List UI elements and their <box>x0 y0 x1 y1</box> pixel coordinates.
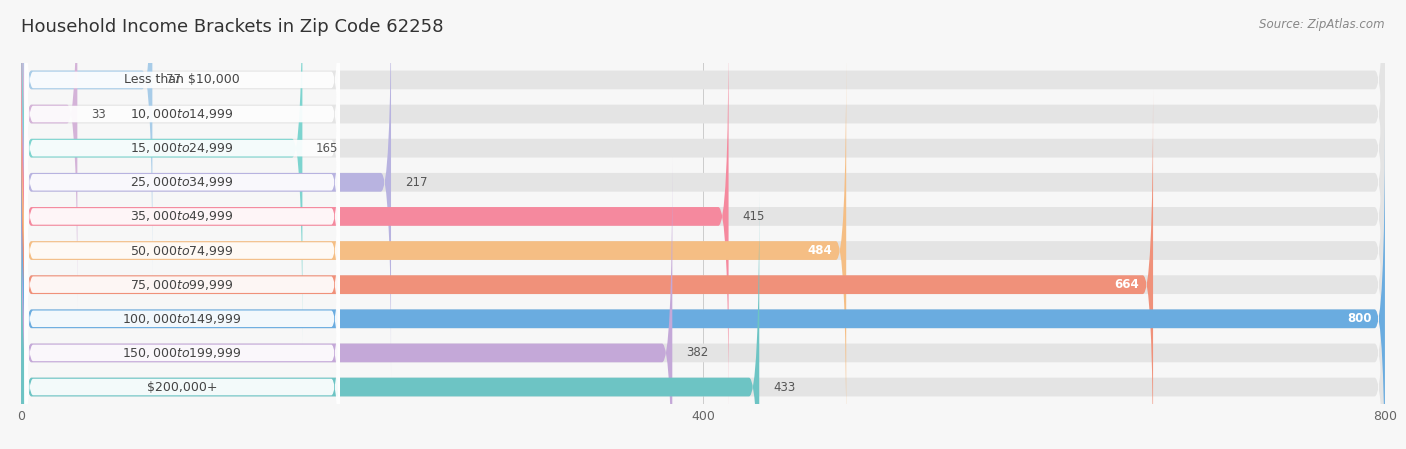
FancyBboxPatch shape <box>24 20 340 345</box>
FancyBboxPatch shape <box>21 0 152 275</box>
Text: 433: 433 <box>773 381 796 393</box>
FancyBboxPatch shape <box>24 0 340 242</box>
FancyBboxPatch shape <box>21 89 1385 449</box>
FancyBboxPatch shape <box>21 192 1385 449</box>
Text: Less than $10,000: Less than $10,000 <box>124 74 240 86</box>
Text: 33: 33 <box>91 108 105 120</box>
FancyBboxPatch shape <box>24 224 340 449</box>
FancyBboxPatch shape <box>21 0 1385 378</box>
FancyBboxPatch shape <box>21 0 391 378</box>
FancyBboxPatch shape <box>24 0 340 277</box>
Text: $10,000 to $14,999: $10,000 to $14,999 <box>131 107 233 121</box>
Text: $150,000 to $199,999: $150,000 to $199,999 <box>122 346 242 360</box>
Text: 77: 77 <box>166 74 181 86</box>
FancyBboxPatch shape <box>21 21 728 412</box>
Text: 484: 484 <box>808 244 832 257</box>
FancyBboxPatch shape <box>21 55 1385 446</box>
FancyBboxPatch shape <box>21 123 1385 449</box>
FancyBboxPatch shape <box>24 0 340 311</box>
Text: 800: 800 <box>1347 313 1371 325</box>
FancyBboxPatch shape <box>24 88 340 413</box>
Text: 382: 382 <box>686 347 709 359</box>
FancyBboxPatch shape <box>24 54 340 379</box>
FancyBboxPatch shape <box>21 0 1385 309</box>
FancyBboxPatch shape <box>21 89 1153 449</box>
Text: $50,000 to $74,999: $50,000 to $74,999 <box>131 243 233 258</box>
FancyBboxPatch shape <box>21 158 1385 449</box>
FancyBboxPatch shape <box>24 156 340 449</box>
FancyBboxPatch shape <box>21 55 846 446</box>
Text: $100,000 to $149,999: $100,000 to $149,999 <box>122 312 242 326</box>
FancyBboxPatch shape <box>24 122 340 447</box>
Text: $200,000+: $200,000+ <box>148 381 218 393</box>
Text: Source: ZipAtlas.com: Source: ZipAtlas.com <box>1260 18 1385 31</box>
Text: $25,000 to $34,999: $25,000 to $34,999 <box>131 175 233 189</box>
Text: 415: 415 <box>742 210 765 223</box>
FancyBboxPatch shape <box>21 21 1385 412</box>
FancyBboxPatch shape <box>21 123 1385 449</box>
Text: $75,000 to $99,999: $75,000 to $99,999 <box>131 277 233 292</box>
FancyBboxPatch shape <box>21 158 672 449</box>
FancyBboxPatch shape <box>21 0 1385 343</box>
FancyBboxPatch shape <box>24 190 340 449</box>
Text: Household Income Brackets in Zip Code 62258: Household Income Brackets in Zip Code 62… <box>21 18 443 36</box>
FancyBboxPatch shape <box>21 0 1385 275</box>
FancyBboxPatch shape <box>21 0 302 343</box>
FancyBboxPatch shape <box>21 192 759 449</box>
Text: $15,000 to $24,999: $15,000 to $24,999 <box>131 141 233 155</box>
Text: 217: 217 <box>405 176 427 189</box>
Text: $35,000 to $49,999: $35,000 to $49,999 <box>131 209 233 224</box>
Text: 165: 165 <box>316 142 339 154</box>
Text: 664: 664 <box>1115 278 1139 291</box>
FancyBboxPatch shape <box>21 0 77 309</box>
